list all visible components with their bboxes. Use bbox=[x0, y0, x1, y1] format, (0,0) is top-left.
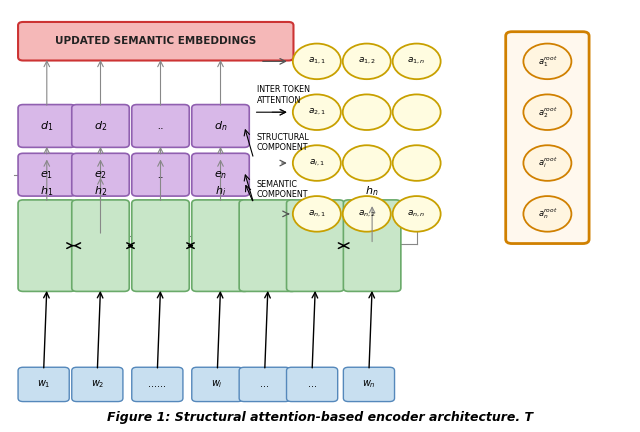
Text: INTER TOKEN
ATTENTION: INTER TOKEN ATTENTION bbox=[257, 85, 310, 105]
Text: $w_2$: $w_2$ bbox=[91, 378, 104, 390]
FancyBboxPatch shape bbox=[72, 367, 123, 402]
Text: $a_{1,n}$: $a_{1,n}$ bbox=[408, 56, 426, 67]
Text: $h_2$: $h_2$ bbox=[94, 184, 107, 198]
Ellipse shape bbox=[343, 95, 391, 130]
Text: Figure 1: Structural attention-based encoder architecture. T: Figure 1: Structural attention-based enc… bbox=[107, 410, 533, 424]
FancyBboxPatch shape bbox=[239, 367, 291, 402]
FancyBboxPatch shape bbox=[18, 153, 76, 196]
Text: $a_{1,2}$: $a_{1,2}$ bbox=[358, 56, 376, 67]
Ellipse shape bbox=[524, 44, 572, 79]
Text: $w_n$: $w_n$ bbox=[362, 378, 376, 390]
Text: $a_{i,1}$: $a_{i,1}$ bbox=[309, 158, 325, 168]
Text: UPDATED SEMANTIC EMBEDDINGS: UPDATED SEMANTIC EMBEDDINGS bbox=[55, 36, 257, 46]
Text: $e_1$: $e_1$ bbox=[40, 169, 53, 181]
FancyBboxPatch shape bbox=[344, 367, 394, 402]
Ellipse shape bbox=[293, 44, 341, 79]
Ellipse shape bbox=[343, 196, 391, 232]
Ellipse shape bbox=[293, 95, 341, 130]
Ellipse shape bbox=[393, 196, 441, 232]
Text: ...: ... bbox=[308, 379, 317, 389]
FancyBboxPatch shape bbox=[72, 105, 129, 147]
Text: $d_1$: $d_1$ bbox=[40, 119, 54, 133]
FancyBboxPatch shape bbox=[287, 367, 338, 402]
FancyBboxPatch shape bbox=[287, 200, 344, 292]
Text: $d_2$: $d_2$ bbox=[94, 119, 107, 133]
Text: $a_{2,1}$: $a_{2,1}$ bbox=[308, 107, 326, 118]
Text: $e_2$: $e_2$ bbox=[94, 169, 107, 181]
Text: ......: ...... bbox=[148, 379, 166, 389]
Text: $a_{n,n}$: $a_{n,n}$ bbox=[408, 209, 426, 219]
Text: $a_{n,2}$: $a_{n,2}$ bbox=[358, 209, 376, 219]
Text: $h_i$: $h_i$ bbox=[215, 184, 226, 198]
Text: $a_n^{root}$: $a_n^{root}$ bbox=[538, 206, 557, 221]
Ellipse shape bbox=[393, 95, 441, 130]
FancyBboxPatch shape bbox=[132, 367, 183, 402]
FancyBboxPatch shape bbox=[506, 32, 589, 244]
Ellipse shape bbox=[393, 145, 441, 181]
Text: $a_i^{root}$: $a_i^{root}$ bbox=[538, 156, 557, 171]
Text: $e_n$: $e_n$ bbox=[214, 169, 227, 181]
Text: STRUCTURAL
COMPONENT: STRUCTURAL COMPONENT bbox=[257, 133, 310, 152]
FancyBboxPatch shape bbox=[18, 200, 76, 292]
Text: ...: ... bbox=[260, 379, 269, 389]
Text: $a_{1,1}$: $a_{1,1}$ bbox=[308, 56, 326, 67]
Text: ..: .. bbox=[157, 121, 164, 131]
FancyBboxPatch shape bbox=[132, 105, 189, 147]
Text: $w_1$: $w_1$ bbox=[37, 378, 51, 390]
Text: SEMANTIC
COMPONENT: SEMANTIC COMPONENT bbox=[257, 180, 308, 199]
Text: $a_1^{root}$: $a_1^{root}$ bbox=[538, 54, 557, 69]
FancyBboxPatch shape bbox=[192, 105, 249, 147]
Ellipse shape bbox=[343, 44, 391, 79]
FancyBboxPatch shape bbox=[18, 105, 76, 147]
Text: $w_i$: $w_i$ bbox=[211, 378, 223, 390]
Text: $a_2^{root}$: $a_2^{root}$ bbox=[538, 105, 557, 120]
FancyBboxPatch shape bbox=[72, 200, 129, 292]
Text: $h_n$: $h_n$ bbox=[365, 184, 379, 198]
Text: $d_n$: $d_n$ bbox=[214, 119, 227, 133]
FancyBboxPatch shape bbox=[192, 200, 249, 292]
Text: $h_1$: $h_1$ bbox=[40, 184, 54, 198]
Ellipse shape bbox=[293, 145, 341, 181]
FancyBboxPatch shape bbox=[132, 153, 189, 196]
Ellipse shape bbox=[524, 95, 572, 130]
FancyBboxPatch shape bbox=[344, 200, 401, 292]
FancyBboxPatch shape bbox=[72, 153, 129, 196]
Ellipse shape bbox=[393, 44, 441, 79]
Ellipse shape bbox=[524, 196, 572, 232]
FancyBboxPatch shape bbox=[239, 200, 296, 292]
Ellipse shape bbox=[524, 145, 572, 181]
Ellipse shape bbox=[343, 145, 391, 181]
FancyBboxPatch shape bbox=[18, 22, 294, 60]
Text: $a_{n,1}$: $a_{n,1}$ bbox=[308, 209, 326, 219]
FancyBboxPatch shape bbox=[192, 367, 243, 402]
FancyBboxPatch shape bbox=[192, 153, 249, 196]
Text: ..: .. bbox=[157, 170, 164, 180]
Ellipse shape bbox=[293, 196, 341, 232]
FancyBboxPatch shape bbox=[132, 200, 189, 292]
FancyBboxPatch shape bbox=[18, 367, 69, 402]
